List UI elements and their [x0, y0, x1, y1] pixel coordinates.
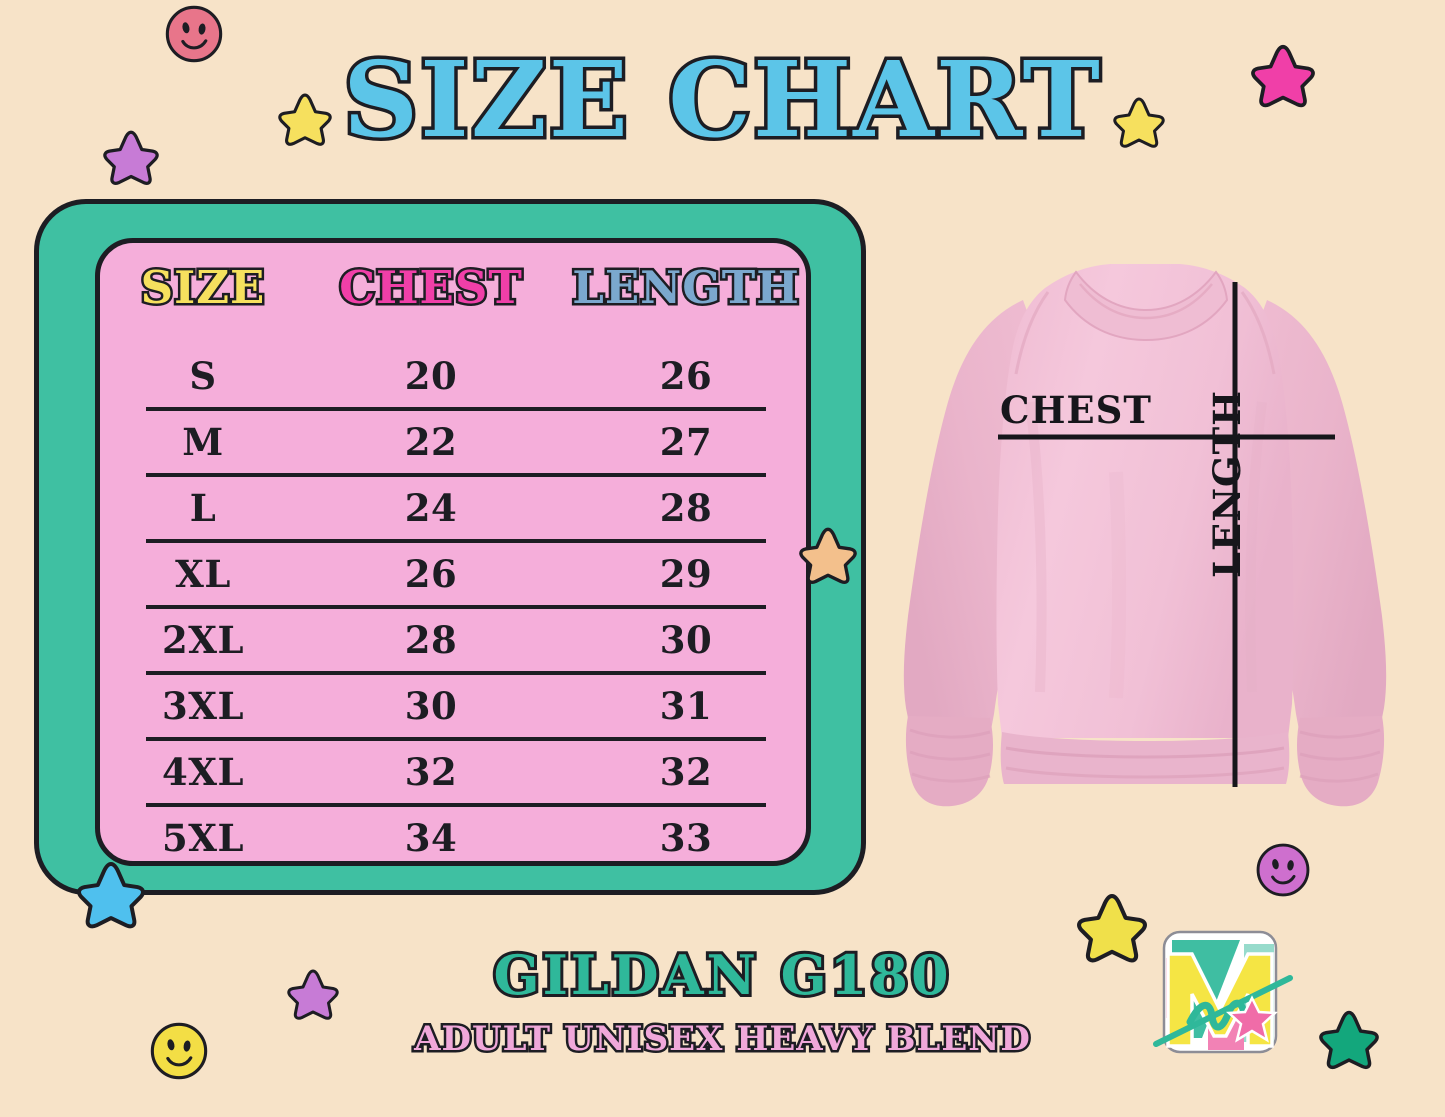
collar: [1063, 270, 1229, 342]
star-yellow-title-right: [1113, 96, 1165, 148]
cell-chest: 34: [404, 816, 458, 860]
star-green-logo-right: [1319, 1009, 1379, 1070]
smiley-coral-top-left-icon: [165, 5, 223, 63]
star-green-logo-right-icon: [1319, 1010, 1379, 1070]
smiley-coral-top-left: [163, 3, 225, 65]
cell-chest: 24: [404, 486, 458, 530]
table-header-row: SIZE CHEST LENGTH: [100, 261, 806, 314]
star-purple-top-left: [103, 129, 159, 185]
cell-size: S: [189, 354, 217, 398]
cell-length: 26: [659, 354, 713, 398]
table-row: 4XL 32 32: [100, 739, 806, 807]
smiley-orchid-right: [1254, 841, 1312, 899]
star-blue-bottom-left-icon: [77, 861, 145, 929]
star-pink-top-right-icon: [1251, 44, 1315, 108]
star-yellow-bottom-right: [1077, 892, 1147, 963]
footer-product-name: GILDAN G180: [490, 943, 952, 1007]
row-divider: [146, 605, 766, 609]
smiley-orchid-right-icon: [1256, 843, 1310, 897]
star-peach-right-frame-icon: [799, 527, 857, 584]
footer-product-desc: ADULT UNISEX HEAVY BLEND: [412, 1019, 1033, 1059]
cell-length: 29: [659, 552, 713, 596]
smiley-yellow-bottom-icon: [150, 1022, 208, 1080]
row-divider: [146, 407, 766, 411]
row-divider: [146, 539, 766, 543]
chart-frame: SIZE CHEST LENGTH S 20 26 M 22 27: [34, 199, 866, 895]
cell-chest: 26: [404, 552, 458, 596]
cell-length: 27: [659, 420, 713, 464]
star-peach-right-frame: [799, 526, 857, 584]
sweatshirt-body: [996, 264, 1294, 738]
star-yellow-title-right-icon: [1113, 97, 1165, 148]
star-purple-bottom-icon: [287, 969, 339, 1020]
row-divider: [146, 803, 766, 807]
row-divider: [146, 737, 766, 741]
cell-size: 2XL: [162, 618, 244, 662]
cuff-left: [905, 716, 993, 807]
chest-measure-label: CHEST: [1000, 388, 1152, 432]
cell-chest: 32: [404, 750, 458, 794]
row-divider: [146, 671, 766, 675]
cell-size: 4XL: [162, 750, 244, 794]
star-pink-top-right: [1251, 43, 1315, 108]
row-divider: [146, 473, 766, 477]
cuff-right: [1297, 716, 1385, 807]
table-body: S 20 26 M 22 27 L 24 28: [100, 343, 806, 861]
cell-chest: 28: [404, 618, 458, 662]
table-row: 3XL 30 31: [100, 673, 806, 741]
star-blue-bottom-left: [77, 860, 145, 929]
logo-star-icon: [1225, 995, 1279, 1043]
table-row: 5XL 34 33: [100, 805, 806, 861]
star-yellow-bottom-right-icon: [1077, 894, 1147, 963]
table-row: XL 26 29: [100, 541, 806, 609]
cell-length: 33: [659, 816, 713, 860]
sweatshirt-illustration: [880, 222, 1410, 862]
brand-logo: [1148, 918, 1300, 1083]
cell-chest: 20: [404, 354, 458, 398]
cell-size: 3XL: [162, 684, 244, 728]
table-row: L 24 28: [100, 475, 806, 543]
smiley-yellow-bottom: [148, 1020, 210, 1082]
star-yellow-title-left: [278, 92, 332, 146]
cell-size: L: [189, 486, 217, 530]
star-yellow-title-left-icon: [278, 93, 332, 146]
column-header-size: SIZE: [138, 261, 267, 314]
cell-length: 32: [659, 750, 713, 794]
star-purple-top-left-icon: [103, 130, 159, 185]
table-row: M 22 27: [100, 409, 806, 477]
cell-size: M: [182, 420, 224, 464]
cell-length: 30: [659, 618, 713, 662]
cell-size: 5XL: [162, 816, 244, 860]
length-measure-label: LENGTH: [1205, 389, 1249, 578]
cell-chest: 30: [404, 684, 458, 728]
star-purple-bottom: [287, 968, 339, 1020]
column-header-chest: CHEST: [337, 261, 525, 314]
cell-chest: 22: [404, 420, 458, 464]
cell-size: XL: [175, 552, 231, 596]
column-header-length: LENGTH: [570, 261, 802, 314]
cell-length: 28: [659, 486, 713, 530]
page-title: SIZE CHART: [340, 38, 1104, 161]
table-row: S 20 26: [100, 343, 806, 411]
cell-length: 31: [659, 684, 713, 728]
table-row: 2XL 28 30: [100, 607, 806, 675]
chart-panel: SIZE CHEST LENGTH S 20 26 M 22 27: [95, 238, 811, 866]
